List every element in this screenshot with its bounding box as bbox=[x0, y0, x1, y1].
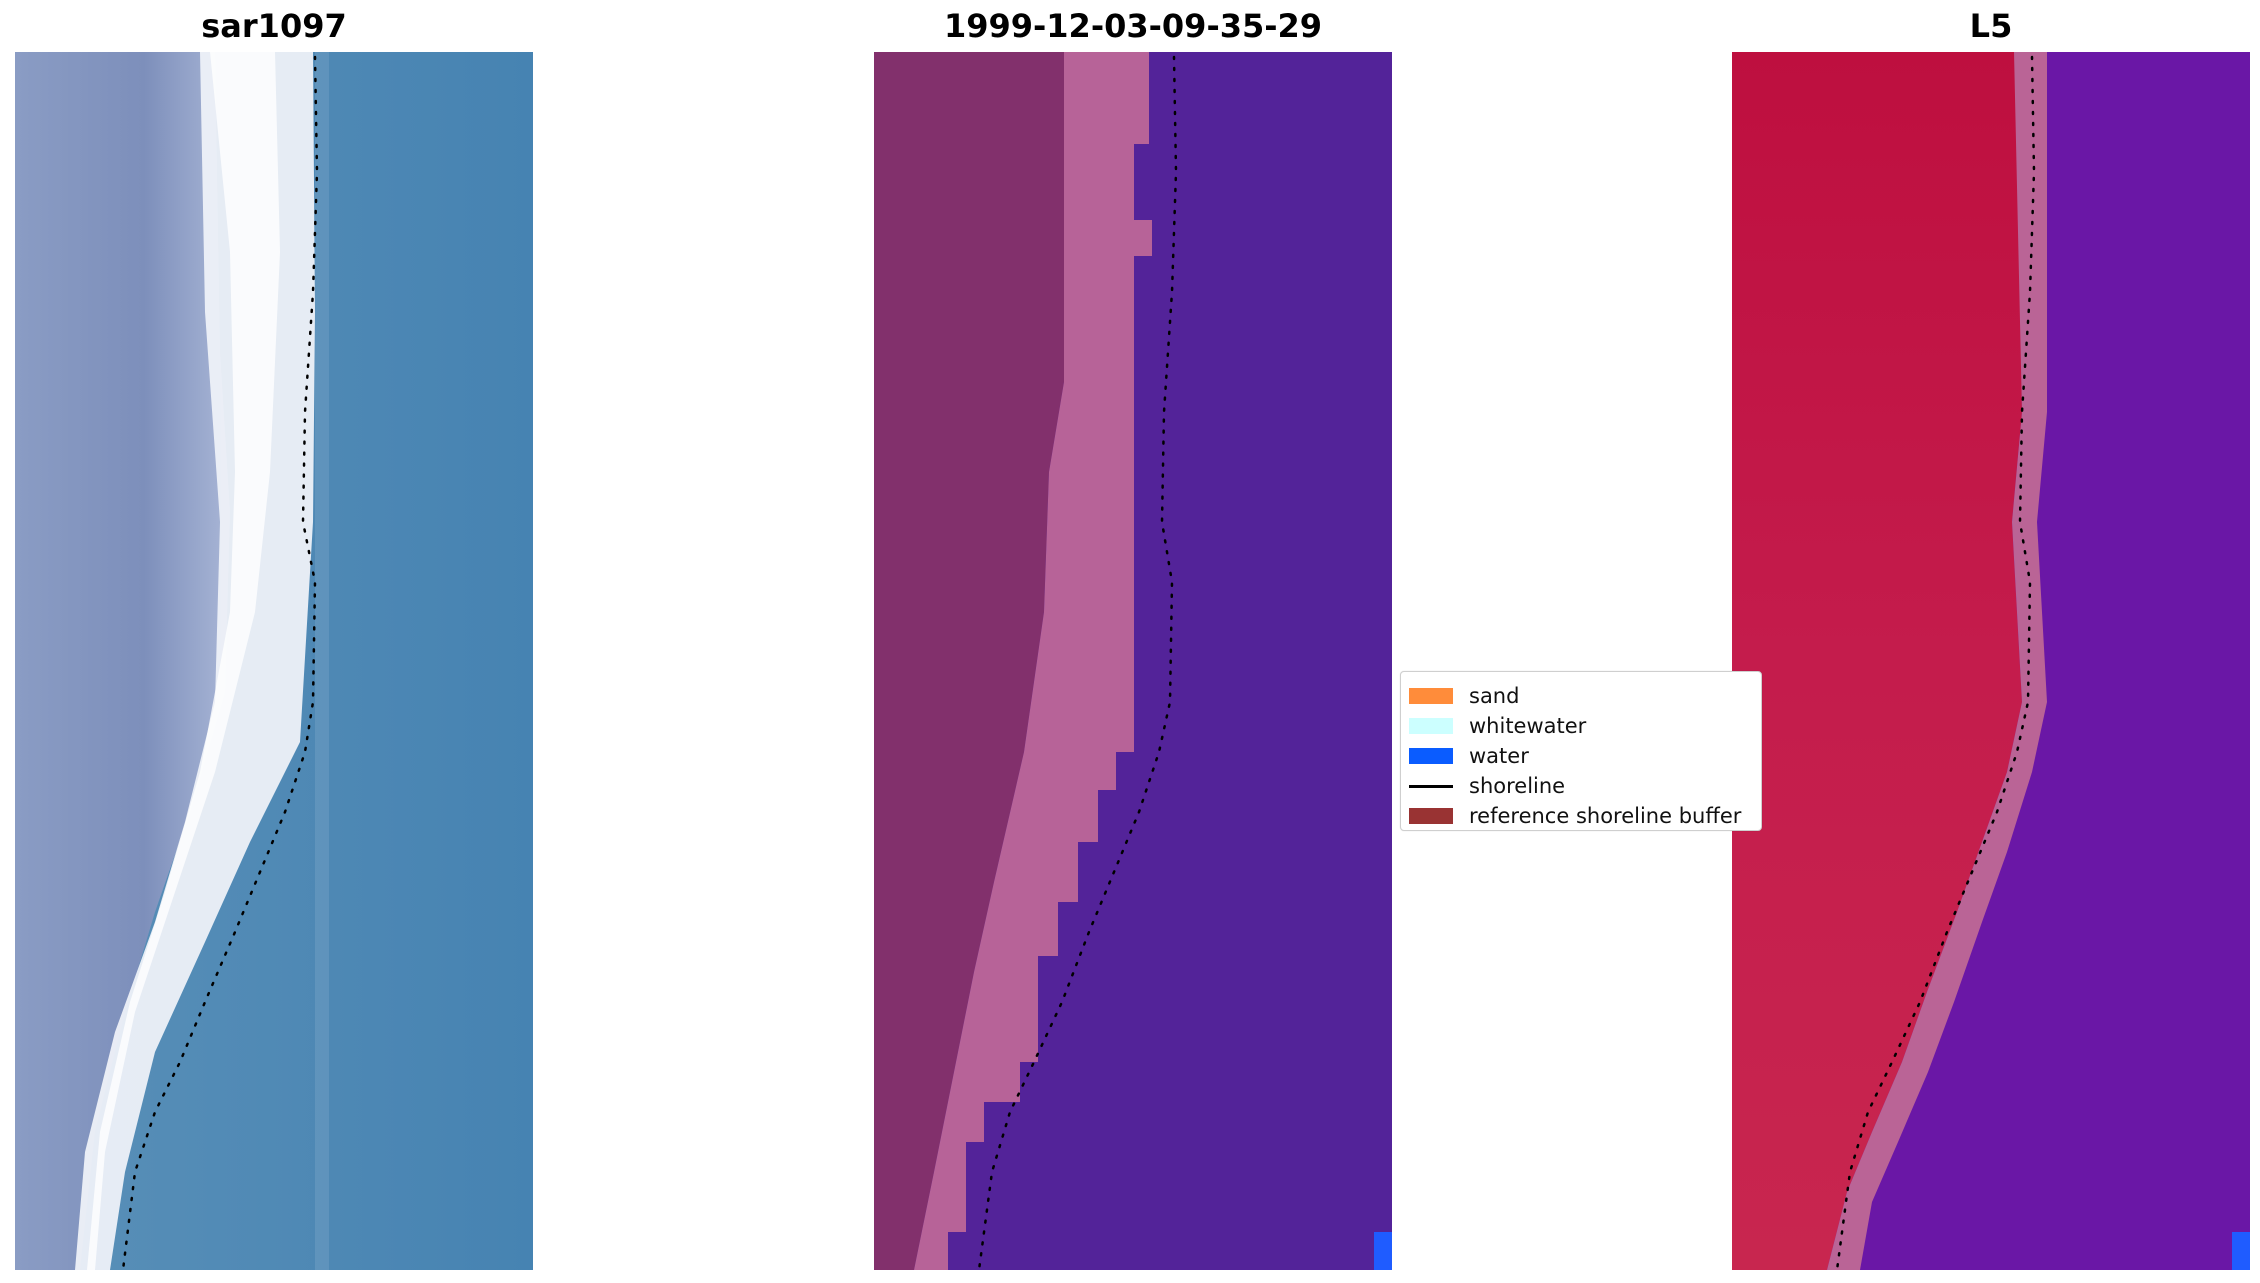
rgb-foam-highlight bbox=[87, 52, 280, 1270]
buffer-swatch bbox=[1409, 808, 1453, 824]
legend-item-reference-buffer: reference shoreline buffer bbox=[1409, 801, 1742, 830]
index-shoreline-dots bbox=[1835, 55, 2036, 1270]
legend-label: shoreline bbox=[1469, 774, 1566, 798]
legend: sand whitewater water shoreline referenc… bbox=[1400, 671, 1762, 831]
index-buffer-band bbox=[1827, 52, 2047, 1270]
legend-label: whitewater bbox=[1469, 714, 1587, 738]
legend-label: sand bbox=[1469, 684, 1520, 708]
index-water-pixel bbox=[2232, 1232, 2250, 1270]
class-land-area bbox=[874, 52, 1064, 1270]
class-buffer-band bbox=[914, 52, 1152, 1270]
index-image bbox=[1732, 52, 2250, 1270]
class-water-pixel bbox=[1374, 1232, 1392, 1270]
index-panel-title: L5 bbox=[1969, 7, 2013, 45]
legend-item-sand: sand bbox=[1409, 681, 1519, 711]
class-shoreline-dots bbox=[977, 55, 1178, 1270]
legend-item-shoreline: shoreline bbox=[1409, 771, 1565, 801]
legend-label: reference shoreline buffer bbox=[1469, 804, 1742, 828]
whitewater-swatch bbox=[1409, 718, 1453, 734]
legend-item-whitewater: whitewater bbox=[1409, 711, 1586, 741]
shoreline-line-swatch bbox=[1409, 784, 1453, 788]
legend-label: water bbox=[1469, 744, 1529, 768]
rgb-shoreline-dots bbox=[121, 55, 319, 1270]
legend-item-water: water bbox=[1409, 741, 1529, 771]
rgb-nearshore-tint bbox=[315, 52, 329, 1270]
rgb-image-canvas bbox=[15, 52, 533, 1270]
rgb-satellite-image bbox=[15, 52, 533, 1270]
classification-canvas bbox=[874, 52, 1392, 1270]
rgb-land-area bbox=[15, 52, 230, 1270]
classification-image bbox=[874, 52, 1392, 1270]
index-canvas bbox=[1732, 52, 2250, 1270]
rgb-panel-title: sar1097 bbox=[201, 7, 347, 45]
classification-panel-title: 1999-12-03-09-35-29 bbox=[943, 7, 1323, 45]
index-land-area bbox=[1732, 52, 2022, 1270]
sand-swatch bbox=[1409, 688, 1453, 704]
water-swatch bbox=[1409, 748, 1453, 764]
